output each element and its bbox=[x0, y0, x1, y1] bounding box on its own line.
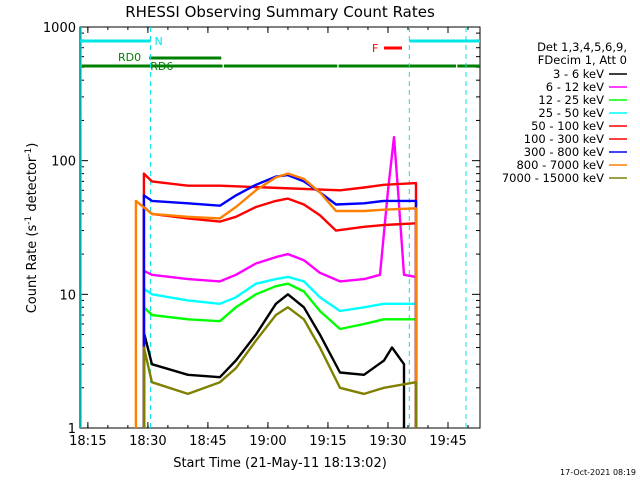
y-tick-label-2: 100 bbox=[51, 155, 76, 170]
x-tick-label-2: 18:45 bbox=[189, 434, 226, 449]
series-lines bbox=[134, 135, 418, 428]
x-tick-label-4: 19:15 bbox=[309, 434, 346, 449]
legend-label-8: 7000 - 15000 keV bbox=[502, 171, 604, 185]
series-line-8 bbox=[142, 306, 418, 428]
series-line-2 bbox=[142, 282, 418, 428]
y-axis-label-exp1: -1 bbox=[24, 216, 34, 225]
rd0-label: RD0 bbox=[118, 51, 141, 64]
chart-title: RHESSI Observing Summary Count Rates bbox=[125, 3, 435, 21]
legend-header-line-1: Det 1,3,4,5,6,9, bbox=[537, 40, 627, 54]
flare-label: F bbox=[372, 42, 378, 55]
x-tick-label-3: 19:00 bbox=[249, 434, 286, 449]
legend-label-6: 300 - 800 keV bbox=[524, 145, 604, 159]
legend-label-4: 50 - 100 keV bbox=[531, 119, 604, 133]
y-axis-label-end: ) bbox=[25, 143, 40, 148]
date-stamp: 17-Oct-2021 08:19 bbox=[560, 468, 636, 477]
legend-label-5: 100 - 300 keV bbox=[524, 132, 604, 146]
y-tick-label-1: 10 bbox=[59, 288, 76, 303]
x-tick-label-1: 18:30 bbox=[129, 434, 166, 449]
x-axis-label: Start Time (21-May-11 18:13:02) bbox=[173, 456, 387, 471]
axes: 18:15 18:30 18:45 19:00 19:15 19:30 19:45 1 10 10… bbox=[43, 21, 480, 449]
legend-header-line-2: FDecim 1, Att 0 bbox=[538, 53, 627, 67]
x-tick-label-5: 19:30 bbox=[369, 434, 406, 449]
legend-label-3: 25 - 50 keV bbox=[538, 106, 604, 120]
legend-label-2: 12 - 25 keV bbox=[538, 93, 604, 107]
x-tick-label-6: 19:45 bbox=[429, 434, 466, 449]
series-line-3 bbox=[142, 275, 418, 428]
legend-label-0: 3 - 6 keV bbox=[553, 67, 604, 81]
y-axis-label: Count Rate (s-1 detector-1) bbox=[24, 143, 40, 314]
y-tick-label-3: 1000 bbox=[43, 21, 76, 36]
legend: Det 1,3,4,5,6,9, FDecim 1, Att 0 3 - 6 k… bbox=[502, 40, 627, 185]
y-axis-label-main: Count Rate (s bbox=[25, 225, 40, 314]
legend-label-7: 800 - 7000 keV bbox=[516, 158, 604, 172]
plot-frame bbox=[79, 26, 481, 429]
y-axis-label-mid: detector bbox=[25, 156, 40, 216]
series-line-5 bbox=[142, 172, 418, 428]
series-line-0 bbox=[142, 293, 406, 428]
series-line-7 bbox=[134, 172, 418, 428]
x-tick-label-0: 18:15 bbox=[69, 434, 106, 449]
y-axis-label-exp2: -1 bbox=[24, 148, 34, 157]
y-tick-label-0: 1 bbox=[68, 422, 76, 437]
legend-label-1: 6 - 12 keV bbox=[546, 80, 604, 94]
rd6-label: RD6 bbox=[150, 60, 173, 73]
night-label: N bbox=[155, 35, 163, 48]
series-line-1 bbox=[142, 135, 418, 428]
observing-markers: N RD0 RD6 F bbox=[80, 27, 480, 428]
